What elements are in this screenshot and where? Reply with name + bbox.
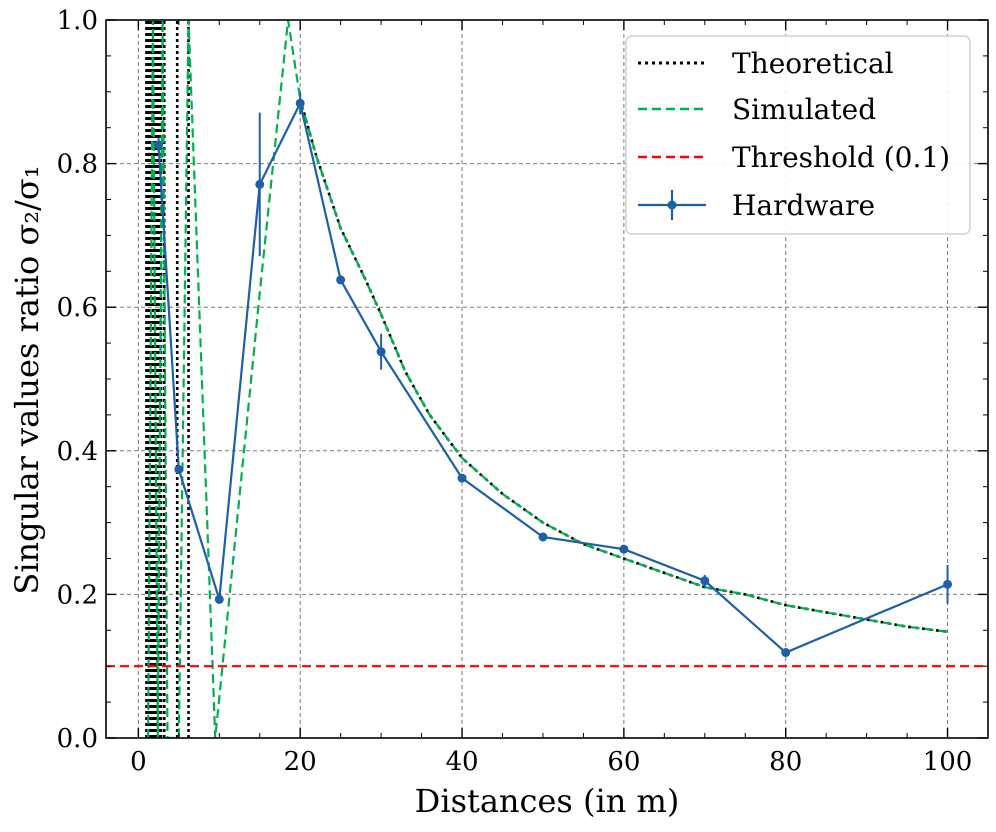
x-tick-label: 0 [130,747,147,777]
series-line-simulated [146,20,948,738]
legend-label-threshold: Threshold (0.1) [732,141,950,174]
x-tick-label: 40 [445,747,478,777]
legend-swatch-hardware [638,190,706,220]
y-tick-label: 0.8 [57,150,98,180]
hardware-point [619,544,629,554]
legend: Theoretical Simulated Threshold (0.1) Ha… [625,35,971,235]
hardware-point [781,648,791,658]
series-layer [106,20,988,738]
y-tick-label: 1.0 [57,6,98,36]
y-tick-label: 0.0 [57,724,98,754]
hardware-point [700,576,710,586]
x-tick-label: 20 [284,747,317,777]
legend-box [625,35,971,235]
hardware-point [376,347,386,357]
x-tick-label: 60 [607,747,640,777]
x-axis-label: Distances (in m) [415,782,680,820]
legend-label-hardware: Hardware [732,189,875,222]
hardware-point [295,98,305,108]
hardware-point [538,532,548,542]
hardware-point [943,579,953,589]
hardware-point [154,140,164,150]
hardware-point [336,275,346,285]
legend-label-theoretical: Theoretical [732,47,894,80]
legend-label-simulated: Simulated [732,93,876,126]
x-tick-label: 80 [769,747,802,777]
x-tick-label: 100 [923,747,973,777]
hardware-point [457,473,467,483]
y-axis-label: Singular values ratio σ₂/σ₁ [8,165,46,594]
hardware-point [174,464,184,474]
y-tick-label: 0.2 [57,580,98,610]
y-tick-label: 0.6 [57,293,98,323]
ticks: 0 20 40 60 80 100 0.0 0.2 0.4 0.6 0.8 1.0 [57,6,988,777]
hardware-point [214,594,224,604]
y-tick-label: 0.4 [57,437,98,467]
hardware-point [255,179,265,189]
